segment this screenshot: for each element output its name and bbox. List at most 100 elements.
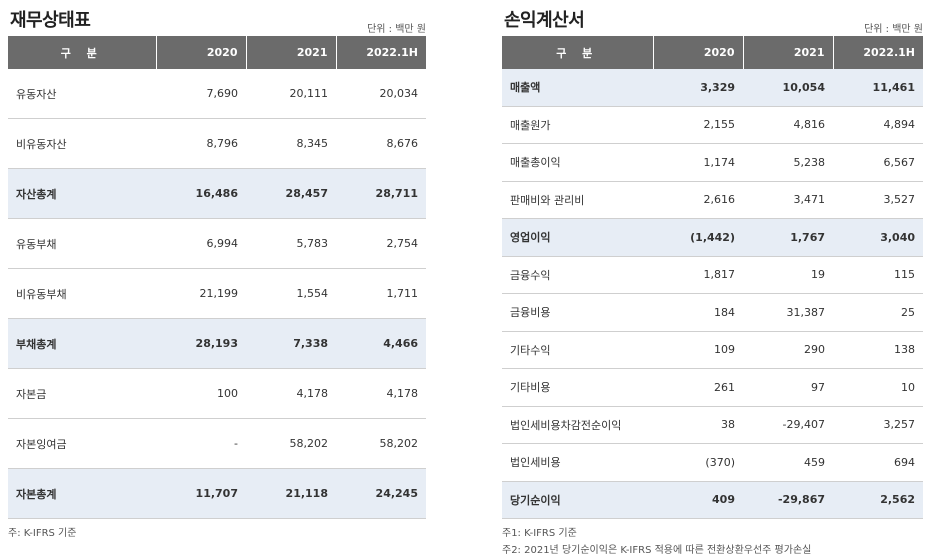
row-value: 184 [653,293,743,332]
row-value: 58,202 [246,418,336,469]
row-value: 5,238 [743,143,833,182]
row-value: 11,461 [833,69,923,107]
table-row: 영업이익 (1,442) 1,767 3,040 [502,218,923,257]
table-row: 매출액 3,329 10,054 11,461 [502,69,923,107]
row-label: 영업이익 [502,218,653,257]
column-header-2021: 2021 [246,36,337,69]
row-value: 1,174 [653,143,743,182]
income-statement-panel: 손익계산서 단위 : 백만 원 구 분 2020 2021 2022.1H 매출… [502,0,923,559]
column-header-2022-1h: 2022.1H [336,36,426,69]
row-value: 3,471 [743,181,833,219]
row-value: 6,567 [833,143,923,182]
table-row: 비유동부채 21,199 1,554 1,711 [8,268,426,319]
row-value: 25 [833,293,923,332]
row-label: 기타수익 [502,331,653,369]
row-value: 28,711 [336,168,426,219]
row-value: 2,754 [336,218,426,269]
income-statement-unit: 단위 : 백만 원 [864,24,923,35]
column-header-category: 구 분 [8,36,157,69]
column-header-category: 구 분 [502,36,654,69]
column-header-2022-1h: 2022.1H [833,36,923,69]
row-value: 1,817 [653,256,743,294]
table-row: 비유동자산 8,796 8,345 8,676 [8,118,426,169]
balance-sheet-unit: 단위 : 백만 원 [367,24,426,35]
row-value: (370) [653,443,743,482]
row-value: 20,034 [336,69,426,119]
table-row: 법인세비용차감전순이익 38 -29,407 3,257 [502,406,923,444]
row-value: 7,338 [246,318,336,369]
row-value: 3,329 [653,69,743,107]
row-value: 16,486 [156,168,246,219]
table-row: 매출총이익 1,174 5,238 6,567 [502,143,923,182]
balance-sheet-header: 재무상태표 단위 : 백만 원 [8,0,426,36]
row-value: 8,796 [156,118,246,169]
row-label: 비유동부채 [8,268,156,319]
row-value: 3,527 [833,181,923,219]
row-value: 2,155 [653,106,743,144]
balance-sheet-header-row: 구 분 2020 2021 2022.1H [8,36,426,69]
row-label: 자산총계 [8,168,156,219]
row-value: -29,867 [743,481,833,519]
row-value: 4,178 [246,368,336,419]
row-value: 28,193 [156,318,246,369]
row-value: 6,994 [156,218,246,269]
row-value: 28,457 [246,168,336,219]
row-value: 409 [653,481,743,519]
row-value: 24,245 [336,468,426,519]
row-label: 판매비와 관리비 [502,181,653,219]
row-label: 당기순이익 [502,481,653,519]
table-row: 자본금 100 4,178 4,178 [8,368,426,419]
row-value: 10,054 [743,69,833,107]
row-value: 4,178 [336,368,426,419]
row-value: 1,767 [743,218,833,257]
row-value: 58,202 [336,418,426,469]
row-value: - [156,418,246,469]
income-statement-header: 손익계산서 단위 : 백만 원 [502,0,923,36]
income-statement-title: 손익계산서 [504,10,585,31]
balance-sheet-table: 구 분 2020 2021 2022.1H 유동자산 7,690 20,111 20,… [8,36,426,519]
row-value: 290 [743,331,833,369]
row-value: 459 [743,443,833,482]
row-value: (1,442) [653,218,743,257]
row-label: 유동부채 [8,218,156,269]
row-label: 자본금 [8,368,156,419]
column-header-2020: 2020 [156,36,247,69]
row-label: 자본잉여금 [8,418,156,469]
table-row: 자본잉여금 -58,202 58,202 [8,418,426,469]
row-label: 매출총이익 [502,143,653,182]
balance-sheet-panel: 재무상태표 단위 : 백만 원 구 분 2020 2021 2022.1H 유동… [8,0,426,542]
row-value: -29,407 [743,406,833,444]
row-value: 10 [833,368,923,407]
row-label: 금융수익 [502,256,653,294]
column-header-2020: 2020 [653,36,744,69]
row-value: 100 [156,368,246,419]
row-value: 109 [653,331,743,369]
row-label: 법인세비용 [502,443,653,482]
row-label: 부채총계 [8,318,156,369]
row-value: 4,816 [743,106,833,144]
row-value: 1,554 [246,268,336,319]
table-row: 유동자산 7,690 20,111 20,034 [8,69,426,119]
row-label: 법인세비용차감전순이익 [502,406,653,444]
row-value: 4,466 [336,318,426,369]
row-label: 기타비용 [502,368,653,407]
table-row: 매출원가 2,155 4,816 4,894 [502,106,923,144]
table-row: 당기순이익 409 -29,867 2,562 [502,481,923,519]
row-value: 2,562 [833,481,923,519]
row-value: 694 [833,443,923,482]
row-value: 20,111 [246,69,336,119]
row-value: 19 [743,256,833,294]
balance-sheet-title: 재무상태표 [10,10,91,31]
row-value: 138 [833,331,923,369]
row-value: 38 [653,406,743,444]
footnote: 주2: 2021년 당기순이익은 K-IFRS 적용에 따른 전환상환우선주 평… [502,545,812,556]
table-row: 자본총계 11,707 21,118 24,245 [8,468,426,519]
balance-sheet-notes: 주: K-IFRS 기준 [8,525,426,542]
row-value: 5,783 [246,218,336,269]
footnote: 주1: K-IFRS 기준 [502,528,577,539]
row-value: 11,707 [156,468,246,519]
table-row: 부채총계 28,193 7,338 4,466 [8,318,426,369]
row-value: 1,711 [336,268,426,319]
table-row: 기타비용 261 97 10 [502,368,923,407]
